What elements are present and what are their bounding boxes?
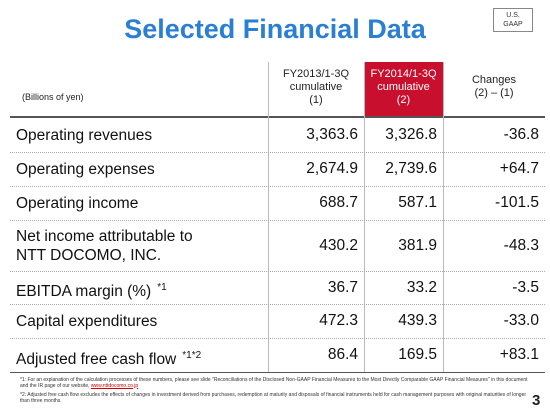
header-line: (2) – (1) <box>474 87 514 99</box>
row-divider <box>10 152 545 153</box>
row-divider <box>10 304 545 305</box>
column-rule <box>268 62 269 372</box>
cell: 688.7 <box>319 194 358 211</box>
cell: 3,363.6 <box>306 126 358 143</box>
bottom-rule <box>10 372 545 373</box>
cell: 472.3 <box>319 312 358 329</box>
footnote-ref: *1 <box>157 282 167 293</box>
label-line: NTT DOCOMO, INC. <box>16 246 162 264</box>
cell: +83.1 <box>499 346 539 363</box>
row-label: Operating revenues <box>16 126 266 145</box>
label-line: Operating income <box>16 194 139 212</box>
column-rule <box>364 62 365 372</box>
header-line: cumulative <box>377 81 430 93</box>
header-line: Changes <box>471 74 517 86</box>
row-label: Operating income <box>16 194 266 213</box>
header-rule <box>10 116 545 118</box>
row-label: Operating expenses <box>16 160 266 179</box>
footnote-text: *1: For an explanation of the calculatio… <box>20 377 528 389</box>
badge-line: U.S. <box>506 12 520 19</box>
header-line: FY2014/1-3Q <box>370 68 437 80</box>
label-line: Operating revenues <box>16 126 153 144</box>
cell: -33.0 <box>503 312 539 329</box>
column-header: Changes (2) – (1) <box>443 74 545 100</box>
cell: 33.2 <box>406 278 437 296</box>
column-rule <box>443 62 444 372</box>
cell: -101.5 <box>495 194 539 211</box>
label-line: Adjusted free cash flow *1*2 <box>16 349 202 368</box>
cell: 587.1 <box>398 194 437 211</box>
footnote: *2: Adjusted free cash flow excludes the… <box>20 392 535 404</box>
row-label: EBITDA margin (%) *1 <box>16 278 266 301</box>
cell: 36.7 <box>327 278 358 296</box>
title: Selected Financial Data <box>124 14 426 44</box>
header-line: FY2013/1-3Q <box>282 68 350 80</box>
cell: -3.5 <box>512 278 539 296</box>
row-label: Net income attributable to NTT DOCOMO, IN… <box>16 227 266 265</box>
label-line: EBITDA margin (%) *1 <box>16 282 167 300</box>
cell: 381.9 <box>398 236 437 254</box>
column-header: FY2014/1-3Q cumulative (2) <box>364 68 443 107</box>
cell: 2,674.9 <box>306 160 358 177</box>
row-label: Capital expenditures <box>16 312 266 331</box>
cell: 169.5 <box>398 346 437 363</box>
cell: 2,739.6 <box>385 160 437 177</box>
cell: 439.3 <box>398 312 437 329</box>
row-divider <box>10 338 545 339</box>
footnote-text: *2: Adjusted free cash flow excludes the… <box>20 392 527 404</box>
page-number: 3 <box>532 392 541 409</box>
cell: 86.4 <box>327 346 358 363</box>
header-line: cumulative <box>289 81 343 93</box>
row-divider <box>10 220 545 221</box>
footnote-ref: *1*2 <box>182 349 202 361</box>
badge-line: GAAP <box>503 21 523 28</box>
column-header: FY2013/1-3Q cumulative (1) <box>268 68 364 107</box>
label-line: Capital expenditures <box>16 312 158 330</box>
unit-label: (Billions of yen) <box>22 92 84 102</box>
cell: 430.2 <box>319 236 358 254</box>
cell: +64.7 <box>499 160 539 177</box>
gaap-badge: U.S. GAAP <box>493 8 533 32</box>
row-divider <box>10 186 545 187</box>
highlight-header <box>364 62 443 116</box>
row-label: Adjusted free cash flow *1*2 <box>16 346 266 369</box>
footnote: *1: For an explanation of the calculatio… <box>20 377 535 389</box>
row-divider <box>10 271 545 272</box>
cell: 3,326.8 <box>385 126 437 143</box>
cell: -36.8 <box>503 126 539 143</box>
website-link[interactable]: www.nttdocomo.co.jp <box>90 382 139 389</box>
cell: -48.3 <box>503 236 539 254</box>
label-line: Net income attributable to <box>16 227 193 245</box>
header-line: (2) <box>396 94 411 106</box>
header-line: (1) <box>309 94 323 106</box>
label-line: Operating expenses <box>16 160 155 178</box>
